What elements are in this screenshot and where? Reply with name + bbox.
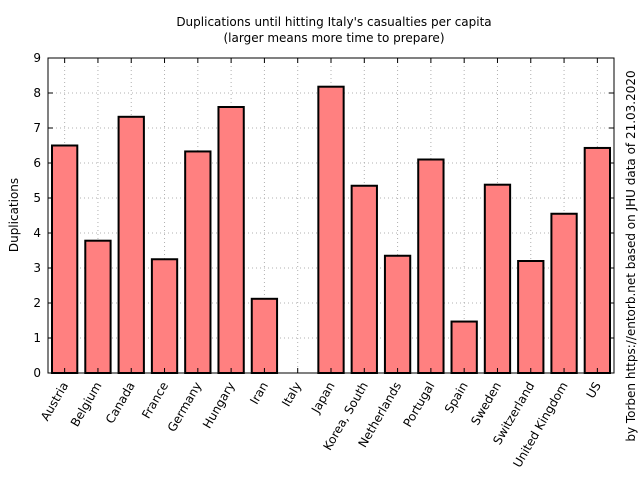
bar-france: [150, 258, 179, 374]
bar-us: [583, 146, 612, 374]
x-tick-label: US: [584, 380, 604, 401]
grid: [48, 58, 614, 373]
x-tick-label: Belgium: [68, 380, 105, 430]
bar-switzerland: [517, 260, 545, 374]
y-tick-label: 3: [33, 261, 41, 275]
y-tick-label: 1: [33, 331, 41, 345]
bar-belgium: [84, 239, 112, 374]
bar-netherlands: [383, 254, 412, 374]
bar-canada: [117, 115, 145, 375]
y-tick-label: 0: [33, 366, 41, 380]
bar-hungary: [217, 106, 245, 374]
bar-japan: [317, 85, 345, 374]
bars: [50, 85, 612, 375]
bar-united-kingdom: [550, 212, 578, 374]
x-tick-label: Germany: [165, 380, 205, 435]
bar-korea-south: [350, 184, 378, 374]
chart-subtitle: (larger means more time to prepare): [224, 31, 445, 45]
y-axis-label: Duplications: [7, 178, 21, 252]
y-tick-label: 6: [33, 156, 41, 170]
y-axis: 0 1 2 3 4 5 6 7 8 9: [33, 51, 614, 380]
bar-iran: [250, 297, 279, 374]
bar-portugal: [417, 158, 445, 374]
bar-spain: [450, 320, 478, 374]
bar-germany: [184, 150, 212, 374]
x-tick-label: Canada: [103, 380, 138, 427]
x-tick-label: Sweden: [468, 380, 504, 428]
y-tick-label: 2: [33, 296, 41, 310]
credit-note: by Torben https://entorb.net based on JH…: [624, 70, 638, 441]
y-tick-label: 5: [33, 191, 41, 205]
y-tick-label: 8: [33, 86, 41, 100]
x-tick-label: Spain: [442, 380, 471, 416]
x-tick-label: Italy: [279, 380, 304, 410]
y-tick-label: 9: [33, 51, 41, 65]
x-tick-label: Portugal: [401, 380, 438, 430]
x-tick-label: Austria: [38, 380, 71, 424]
x-tick-label: Japan: [308, 380, 337, 417]
bar-sweden: [483, 183, 512, 374]
x-tick-label: France: [139, 380, 171, 422]
x-tick-label: Hungary: [200, 380, 238, 431]
chart-title: Duplications until hitting Italy's casua…: [176, 15, 491, 29]
y-tick-label: 4: [33, 226, 41, 240]
bar-austria: [50, 144, 79, 374]
x-tick-label: Iran: [247, 380, 271, 407]
y-tick-label: 7: [33, 121, 41, 135]
